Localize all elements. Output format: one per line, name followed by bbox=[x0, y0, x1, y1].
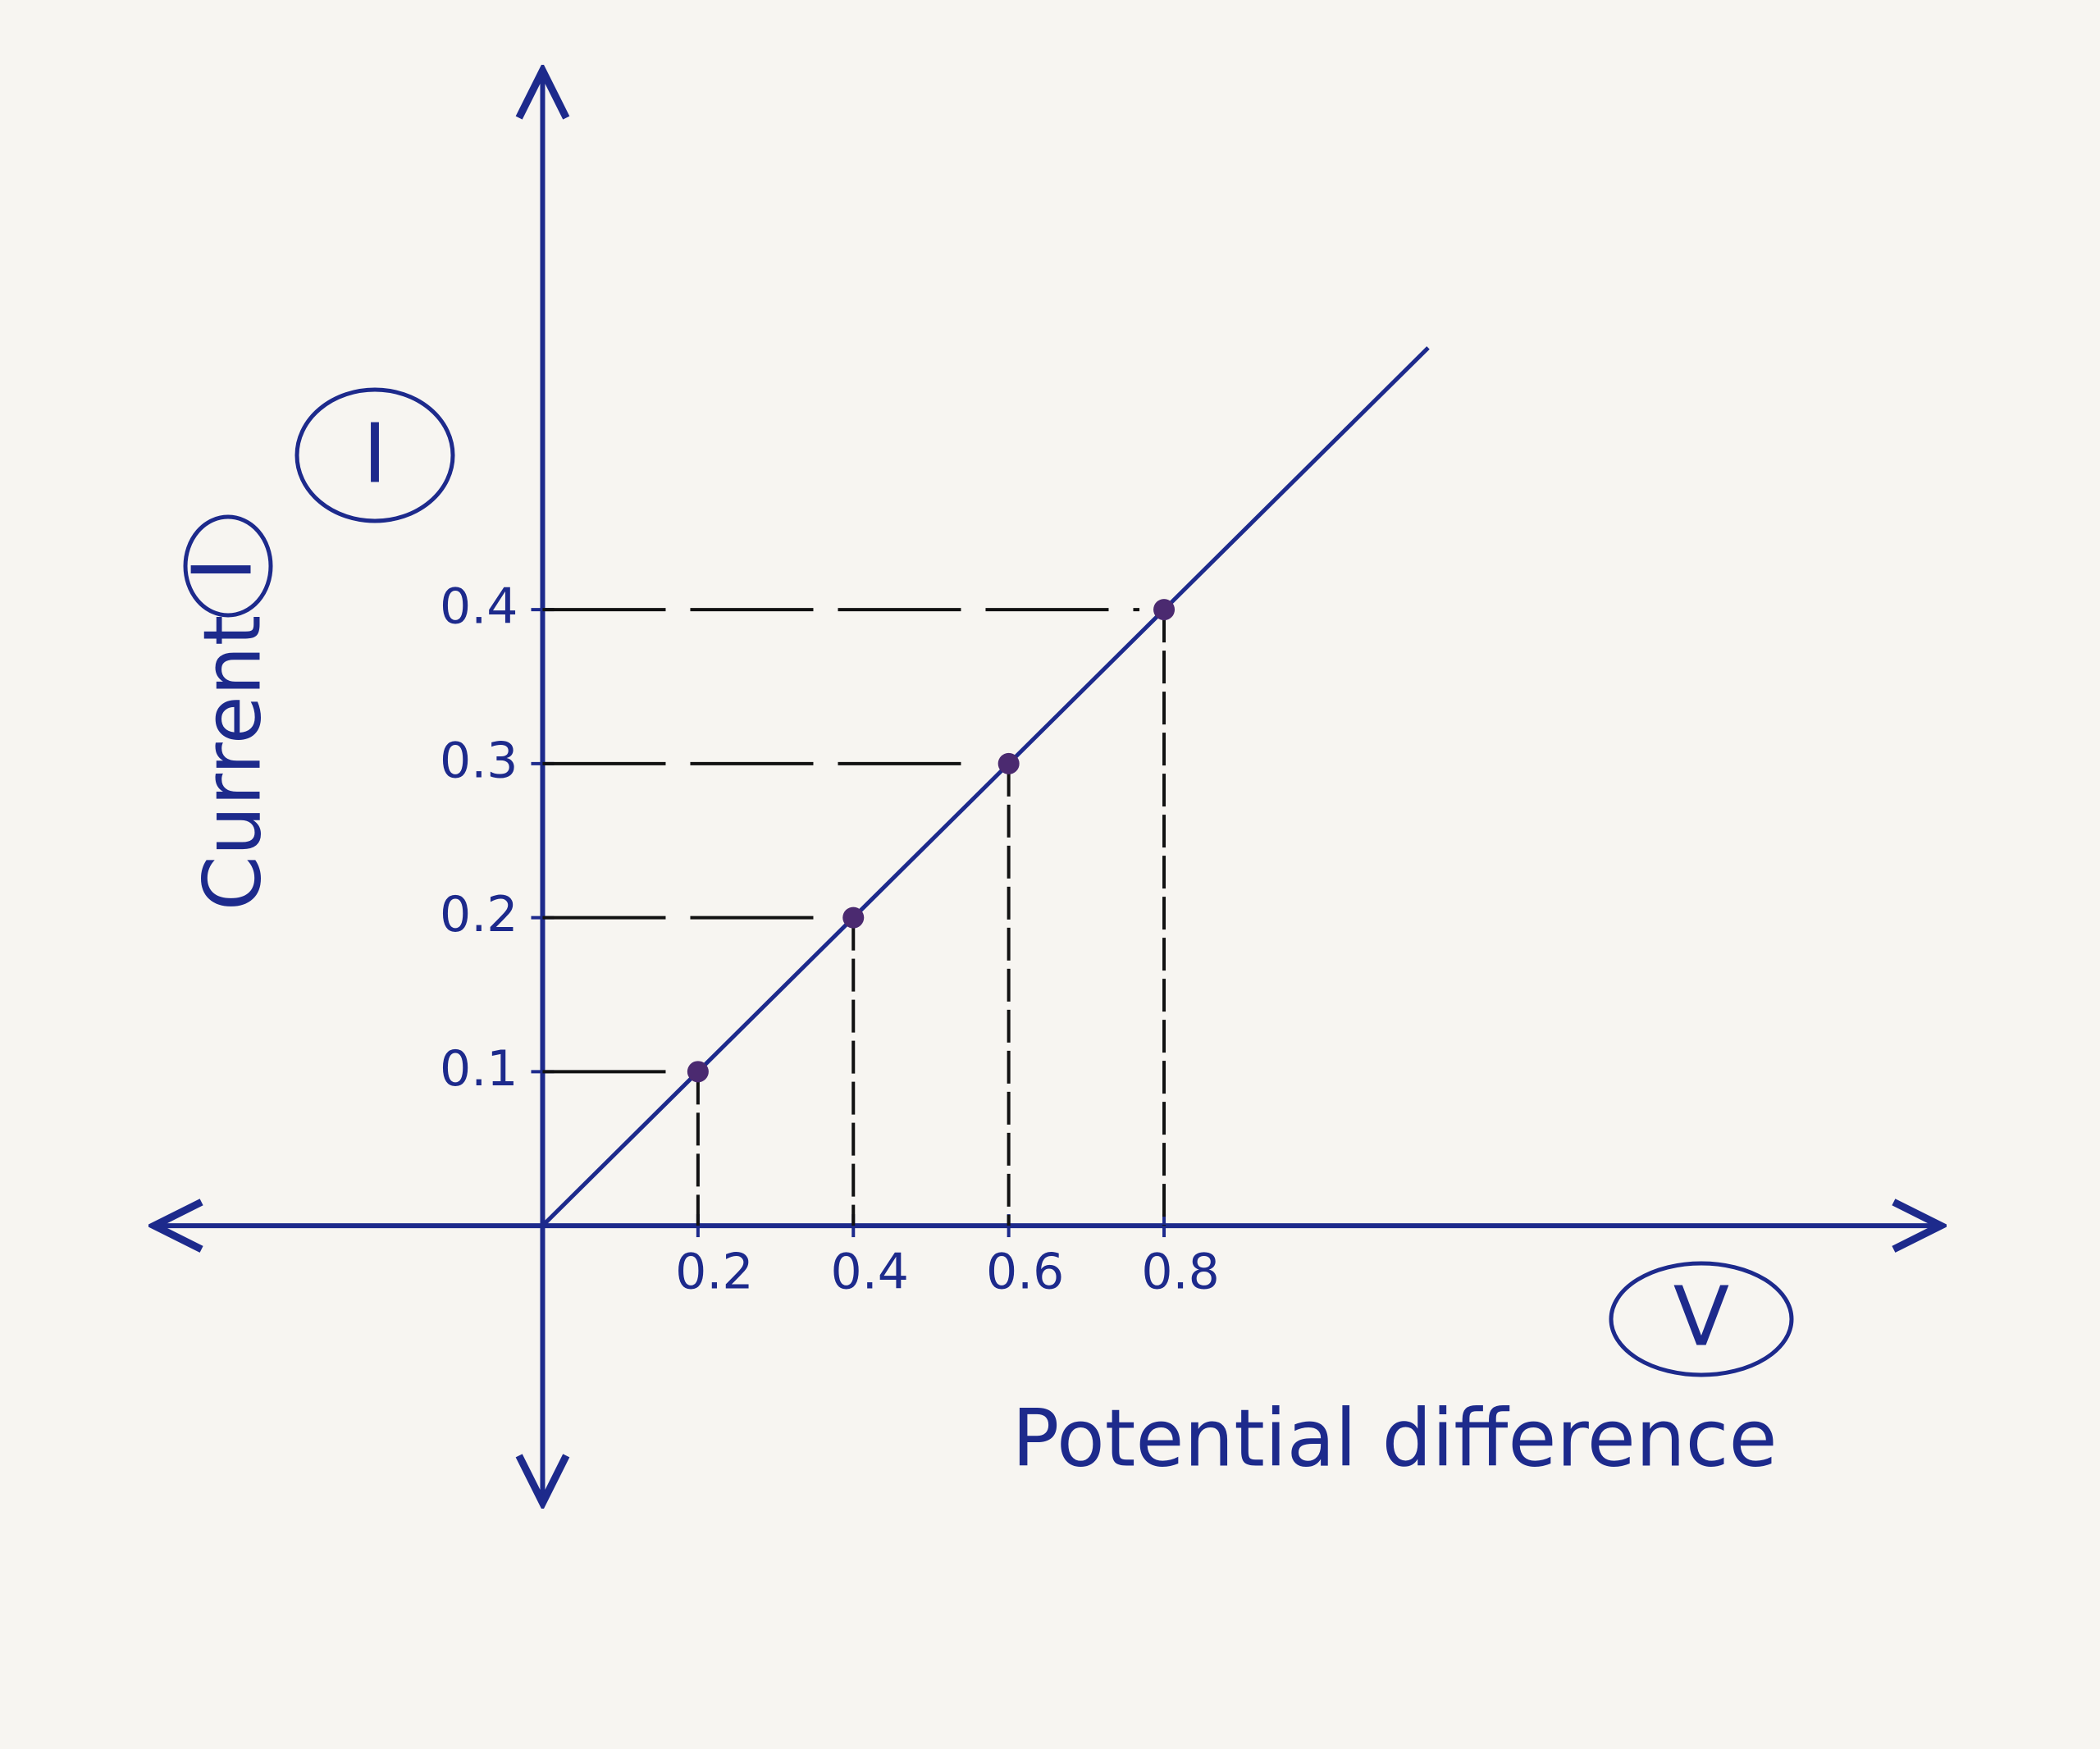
data-point bbox=[842, 906, 865, 929]
x-tick-label: 0.4 bbox=[831, 1244, 909, 1301]
y-tick-label: 0.2 bbox=[440, 886, 518, 943]
data-point bbox=[998, 752, 1020, 774]
y-symbol-circle bbox=[183, 514, 273, 618]
y-tick-label: 0.1 bbox=[440, 1040, 518, 1098]
line-extension bbox=[1162, 346, 1430, 611]
line-lead bbox=[541, 1070, 700, 1227]
x-axis-label: Potential difference bbox=[1012, 1392, 1778, 1484]
x-tick-label: 0.6 bbox=[986, 1244, 1064, 1301]
y-tick-label: 0.4 bbox=[440, 578, 518, 636]
y-axis-label: Current bbox=[186, 615, 278, 911]
y-axis-symbol: I bbox=[174, 557, 270, 582]
y-symbol-circle bbox=[294, 387, 455, 523]
data-point bbox=[1153, 599, 1176, 621]
x-tick-label: 0.2 bbox=[675, 1244, 753, 1301]
y-axis-symbol: I bbox=[363, 405, 387, 501]
x-axis-symbol: V bbox=[1673, 1268, 1729, 1364]
y-tick-label: 0.3 bbox=[440, 732, 518, 789]
x-symbol-circle bbox=[1609, 1261, 1794, 1377]
data-point bbox=[687, 1061, 709, 1083]
data-line bbox=[696, 608, 1166, 1074]
x-tick-label: 0.8 bbox=[1141, 1244, 1219, 1301]
